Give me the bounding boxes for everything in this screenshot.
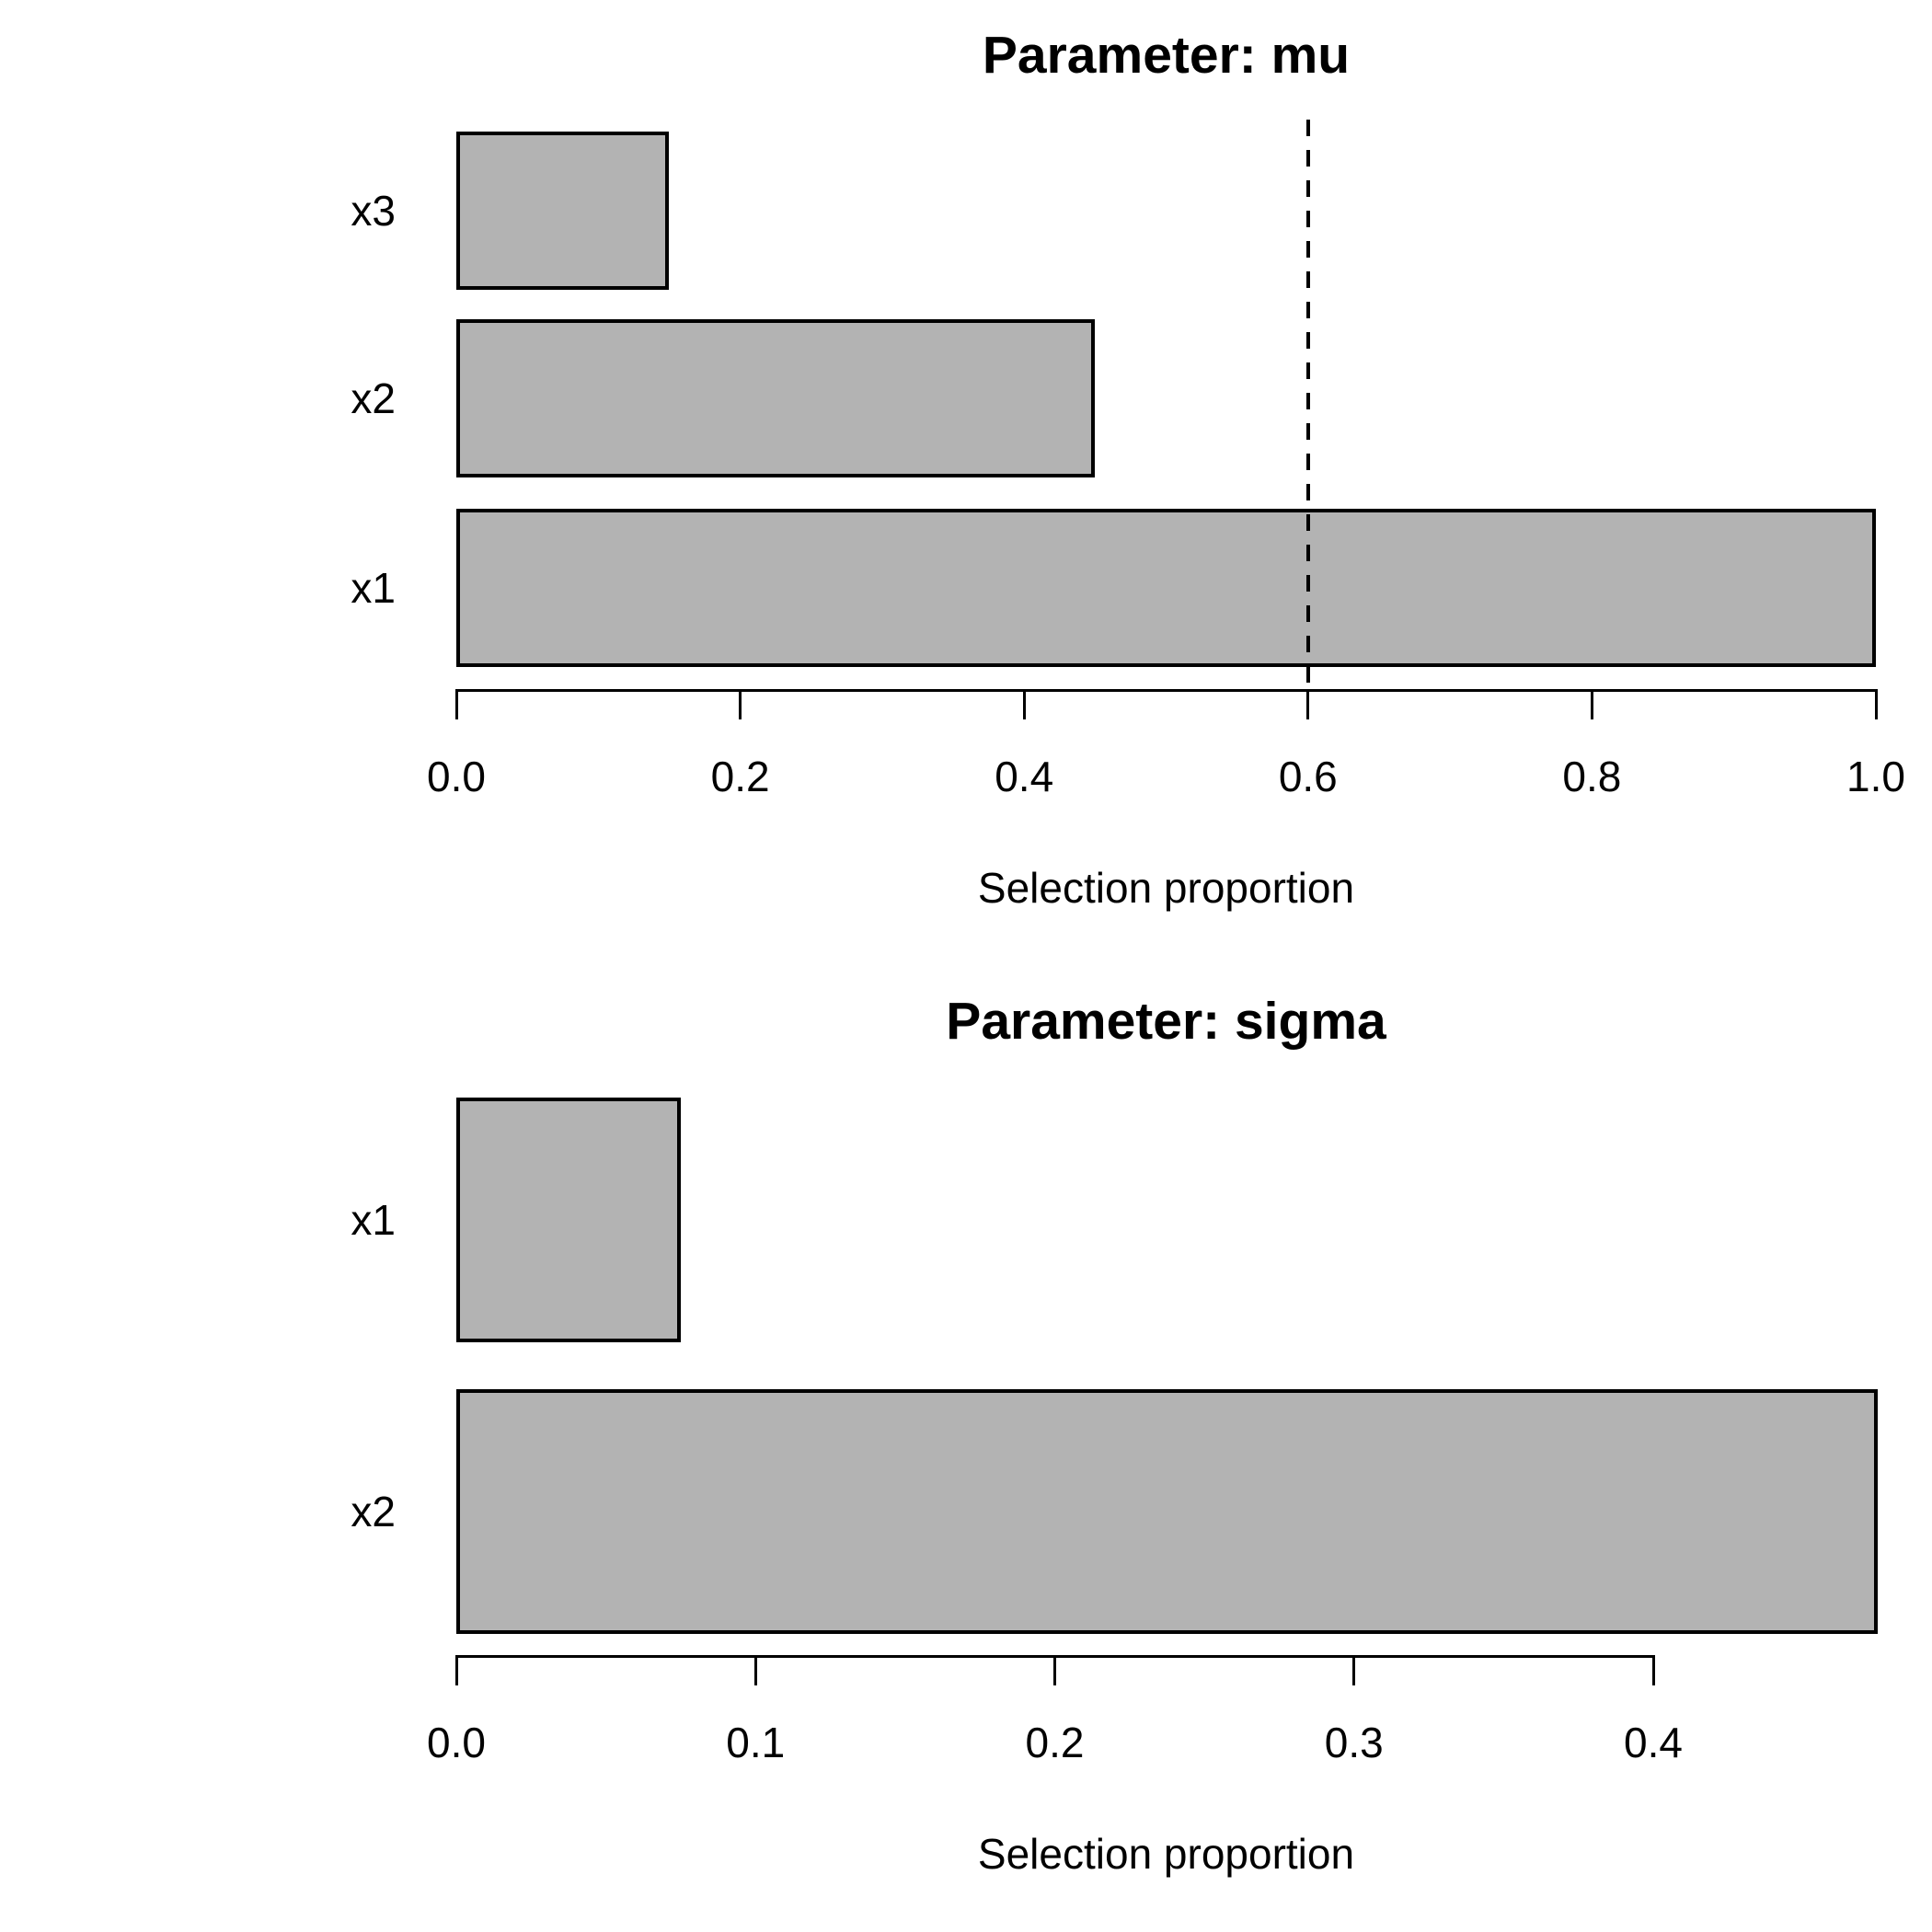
x-axis-tick-label: 0.3 [1324,1719,1384,1766]
x-axis-tick-label: 0.2 [710,753,770,800]
x-axis-tick [1306,689,1310,719]
x-axis-tick-label: 0.4 [1624,1719,1683,1766]
bar-label-x2: x2 [351,1488,396,1535]
bar-x1 [456,1098,681,1342]
x-axis-tick [739,689,742,719]
bar-label-x2: x2 [351,374,396,422]
x-axis-tick [454,689,458,719]
bar-x2 [456,1389,1878,1634]
x-axis-tick [753,1655,757,1685]
x-axis-tick [454,1655,458,1685]
bar-label-x3: x3 [351,187,396,235]
x-axis-tick [1874,689,1878,719]
bar-x1 [456,509,1876,667]
x-axis-tick-label: 0.4 [995,753,1054,800]
bar-label-x1: x1 [351,564,396,612]
x-axis-label-mu: Selection proportion [977,864,1355,912]
x-axis-tick-label: 0.6 [1278,753,1338,800]
x-axis-tick [1590,689,1593,719]
x-axis-tick-label: 0.8 [1562,753,1622,800]
bar-label-x1: x1 [351,1196,396,1244]
x-axis-tick-label: 0.2 [1025,1719,1085,1766]
bar-x2 [456,319,1095,477]
bar-x3 [456,132,669,290]
x-axis-tick-label: 0.0 [427,753,486,800]
x-axis-tick-label: 0.0 [427,1719,486,1766]
x-axis-line [454,689,1878,692]
x-axis-tick [1352,1655,1356,1685]
x-axis-tick [1022,689,1026,719]
x-axis-tick [1651,1655,1655,1685]
x-axis-tick [1053,1655,1056,1685]
x-axis-label-sigma: Selection proportion [977,1830,1355,1878]
chart-title-sigma: Parameter: sigma [946,992,1386,1051]
threshold-reference-line [1305,120,1310,689]
x-axis-tick-label: 1.0 [1846,753,1905,800]
x-axis-tick-label: 0.1 [726,1719,786,1766]
chart-title-mu: Parameter: mu [982,26,1351,85]
